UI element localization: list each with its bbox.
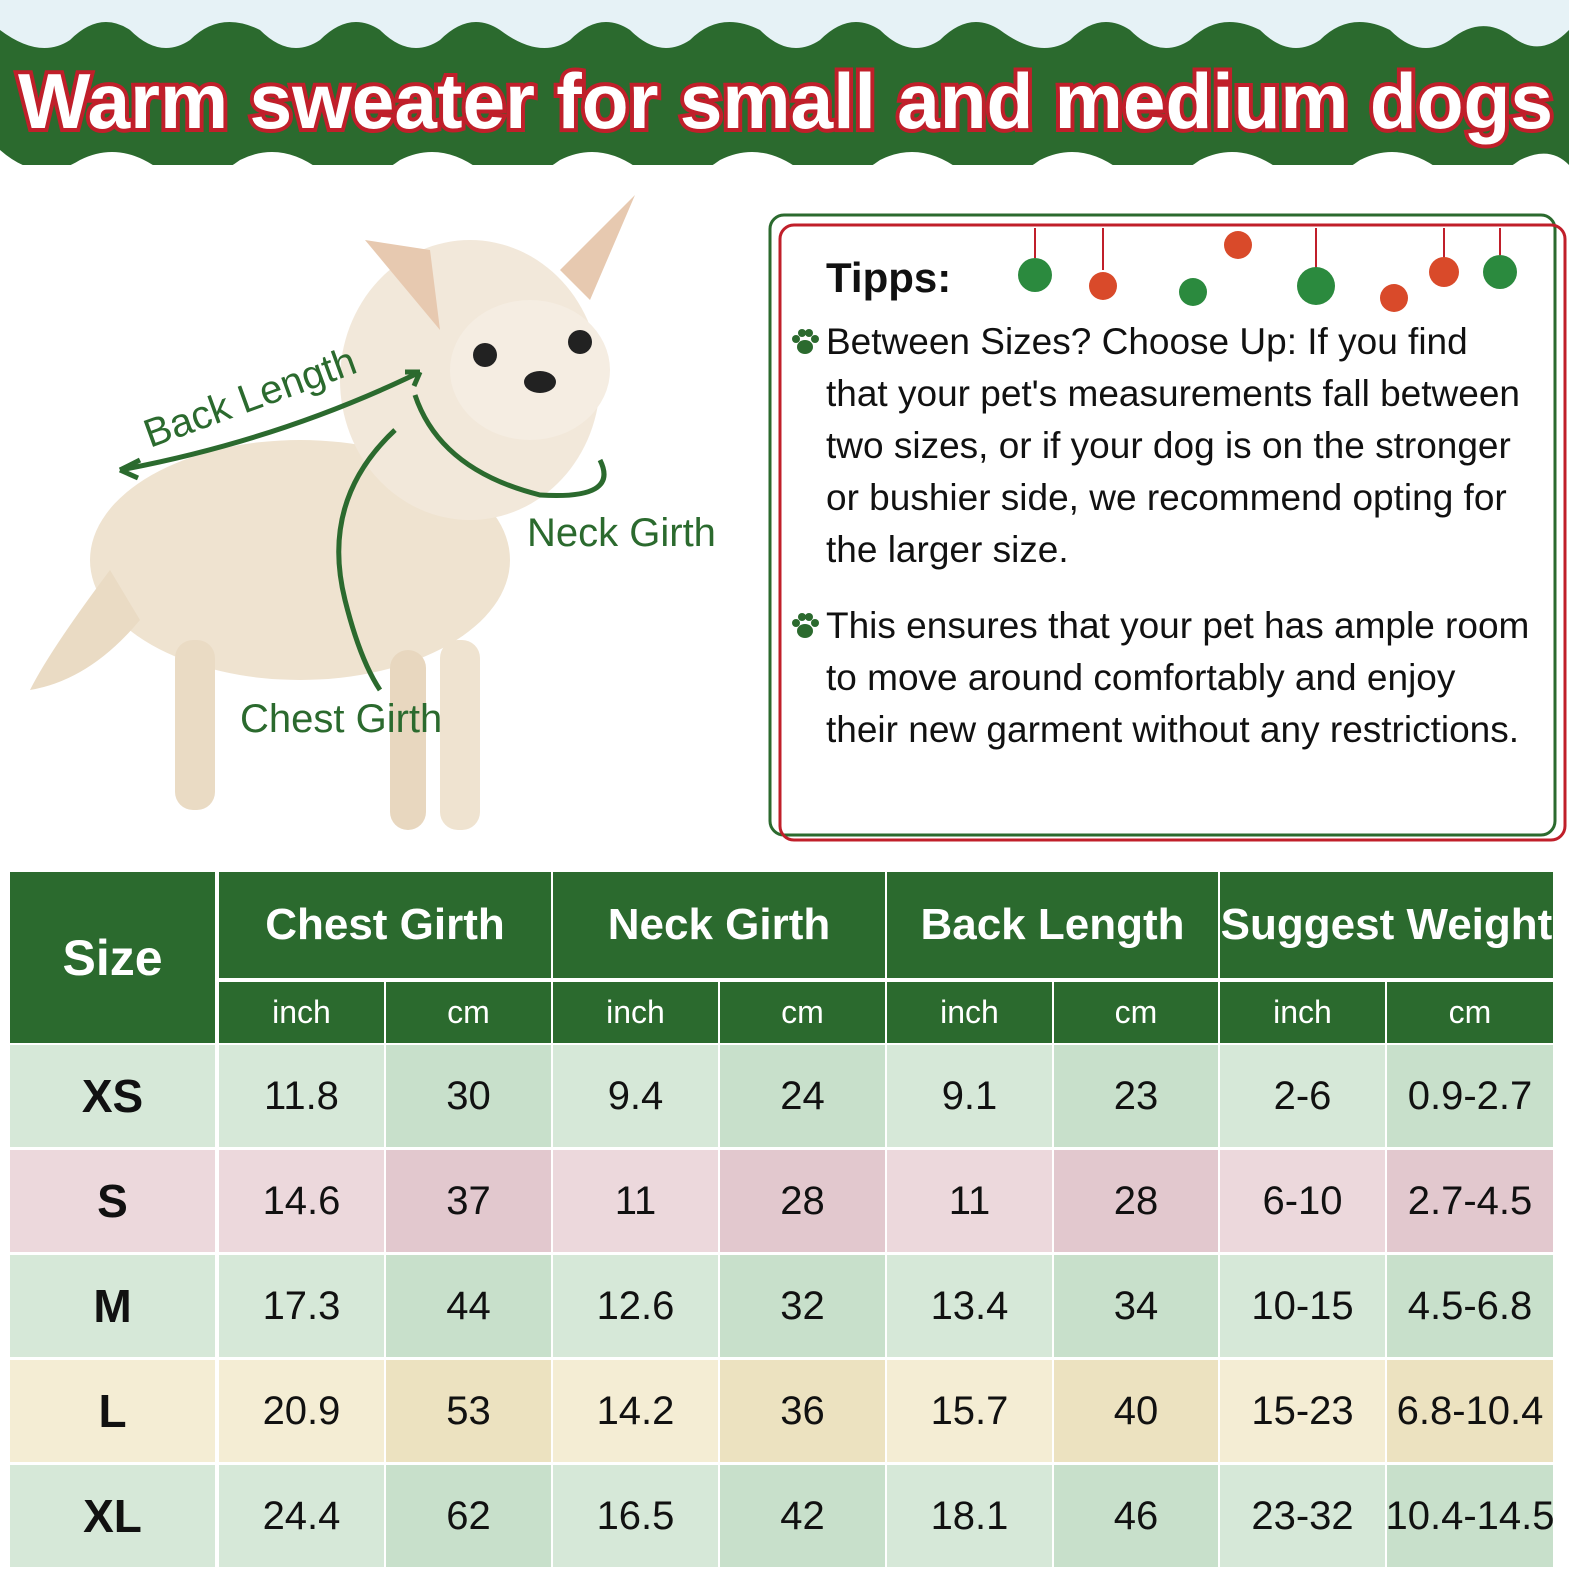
label-neck-girth: Neck Girth bbox=[527, 511, 716, 555]
table-cell: 9.1 bbox=[887, 1045, 1052, 1147]
table-cell: 9.4 bbox=[553, 1045, 718, 1147]
table-cell: 18.1 bbox=[887, 1465, 1052, 1567]
header-group: Back Length bbox=[887, 872, 1218, 978]
table-cell: 15-23 bbox=[1220, 1360, 1385, 1462]
table-cell: 14.6 bbox=[219, 1150, 384, 1252]
tips-heading: Tipps: bbox=[826, 254, 952, 301]
table-cell: 53 bbox=[386, 1360, 551, 1462]
header-unit: cm bbox=[1387, 982, 1553, 1043]
header-edge bbox=[0, 150, 1569, 185]
tips-border-green bbox=[768, 213, 1557, 837]
size-label: M bbox=[10, 1255, 215, 1357]
table-cell: 24 bbox=[720, 1045, 885, 1147]
table-cell: 23-32 bbox=[1220, 1465, 1385, 1567]
table-cell: 0.9-2.7 bbox=[1387, 1045, 1553, 1147]
paw-icon bbox=[792, 613, 819, 638]
measure-lines bbox=[118, 369, 607, 692]
table-cell: 13.4 bbox=[887, 1255, 1052, 1357]
table-cell: 17.3 bbox=[219, 1255, 384, 1357]
header-unit: inch bbox=[887, 982, 1052, 1043]
table-cell: 6-10 bbox=[1220, 1150, 1385, 1252]
header-unit: inch bbox=[553, 982, 718, 1043]
table-cell: 37 bbox=[386, 1150, 551, 1252]
header-unit: inch bbox=[1220, 982, 1385, 1043]
table-cell: 30 bbox=[386, 1045, 551, 1147]
header-size: Size bbox=[10, 872, 215, 1043]
table-cell: 40 bbox=[1054, 1360, 1218, 1462]
table-cell: 2.7-4.5 bbox=[1387, 1150, 1553, 1252]
ornaments bbox=[1018, 228, 1517, 312]
table-cell: 10.4-14.5 bbox=[1385, 1465, 1555, 1567]
table-cell: 28 bbox=[720, 1150, 885, 1252]
size-label: XS bbox=[10, 1045, 215, 1147]
table-cell: 20.9 bbox=[219, 1360, 384, 1462]
size-label: S bbox=[10, 1150, 215, 1252]
title: Warm sweater for small and medium dogs bbox=[18, 57, 1553, 145]
header-unit: inch bbox=[219, 982, 384, 1043]
table-cell: 34 bbox=[1054, 1255, 1218, 1357]
label-chest-girth: Chest Girth bbox=[240, 697, 442, 741]
header-unit: cm bbox=[720, 982, 885, 1043]
table-cell: 2-6 bbox=[1220, 1045, 1385, 1147]
table-cell: 11 bbox=[887, 1150, 1052, 1252]
table-cell: 16.5 bbox=[553, 1465, 718, 1567]
table-cell: 36 bbox=[720, 1360, 885, 1462]
table-cell: 46 bbox=[1054, 1465, 1218, 1567]
graphics: Warm sweater for small and medium dogs B… bbox=[0, 0, 1569, 842]
header-group: Neck Girth bbox=[553, 872, 885, 978]
header-unit: cm bbox=[386, 982, 551, 1043]
table-cell: 4.5-6.8 bbox=[1387, 1255, 1553, 1357]
table-cell: 11 bbox=[553, 1150, 718, 1252]
table-cell: 15.7 bbox=[887, 1360, 1052, 1462]
table-cell: 12.6 bbox=[553, 1255, 718, 1357]
paw-icon bbox=[792, 329, 819, 354]
table-cell: 42 bbox=[720, 1465, 885, 1567]
tip-text: This ensures that your pet has ample roo… bbox=[826, 605, 1530, 750]
table-cell: 11.8 bbox=[219, 1045, 384, 1147]
table-cell: 32 bbox=[720, 1255, 885, 1357]
size-label: XL bbox=[10, 1465, 215, 1567]
header-group: Chest Girth bbox=[219, 872, 551, 978]
size-label: L bbox=[10, 1360, 215, 1462]
table-cell: 10-15 bbox=[1220, 1255, 1385, 1357]
header-unit: cm bbox=[1054, 982, 1218, 1043]
table-cell: 24.4 bbox=[219, 1465, 384, 1567]
table-cell: 23 bbox=[1054, 1045, 1218, 1147]
table-cell: 6.8-10.4 bbox=[1387, 1360, 1553, 1462]
table-cell: 44 bbox=[386, 1255, 551, 1357]
table-cell: 28 bbox=[1054, 1150, 1218, 1252]
table-cell: 62 bbox=[386, 1465, 551, 1567]
snow bbox=[0, 0, 1569, 48]
dog bbox=[30, 195, 635, 830]
table-cell: 14.2 bbox=[553, 1360, 718, 1462]
tips-border-red bbox=[778, 223, 1567, 842]
header-group: Suggest Weight bbox=[1220, 872, 1553, 978]
tip-text: Between Sizes? Choose Up: If you find th… bbox=[826, 321, 1520, 570]
